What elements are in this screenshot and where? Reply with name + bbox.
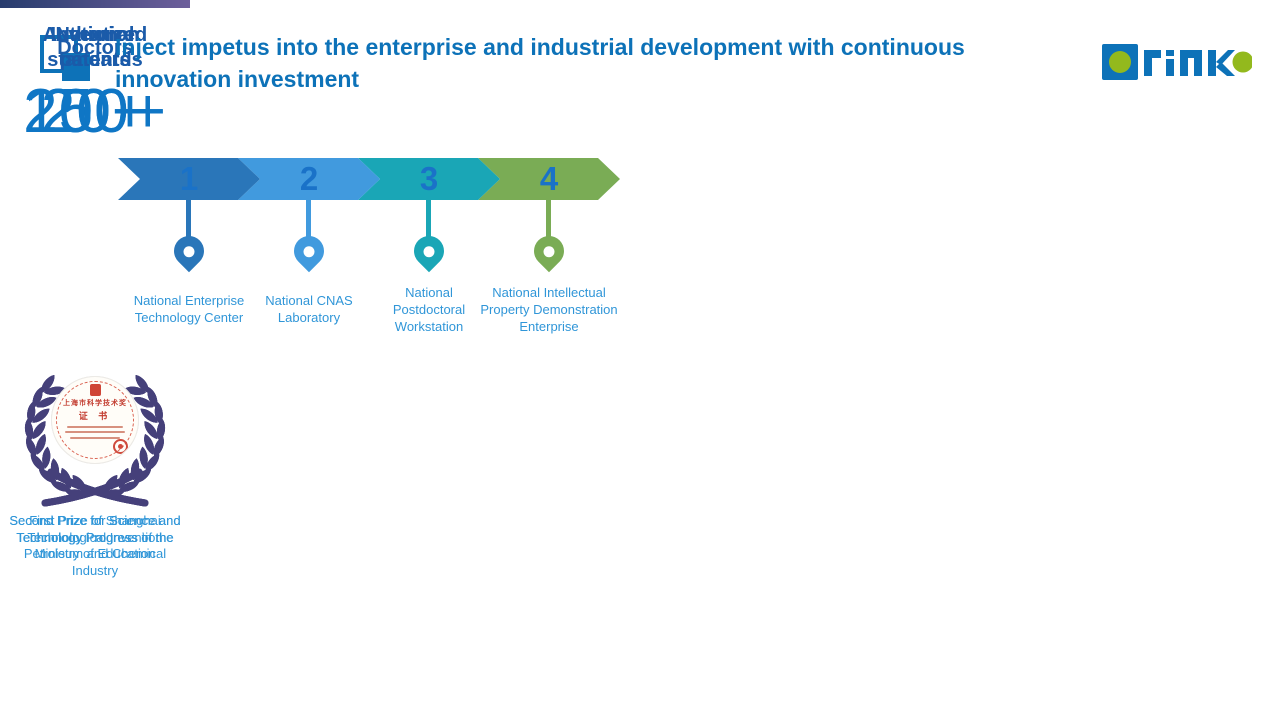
step-label: National Enterprise Technology Center — [133, 293, 245, 325]
award-caption: First Prize of Shanghai Technological In… — [27, 513, 163, 545]
stat-value: 20+ — [40, 77, 150, 146]
step-label: National Intellectual Property Demonstra… — [480, 284, 618, 334]
laurel-wreath-icon — [24, 374, 166, 507]
step-label: National Postdoctoral Workstation — [392, 284, 466, 334]
pin-stem — [186, 200, 191, 238]
timeline-step-4: 4 National Intellectual Property Demonst… — [478, 158, 620, 334]
award-caption: Second Prize for Science and Technology … — [9, 513, 181, 561]
award-petrochemical-progress: 上海市科学技术奖 证 书 Second Prize for Science an… — [0, 372, 190, 579]
step-number: 3 — [419, 160, 439, 197]
certificate-text-line — [65, 431, 125, 433]
step-number: 1 — [179, 160, 199, 197]
title-squares-icon — [40, 35, 92, 87]
gradient-bar — [0, 0, 190, 8]
award-caption: Second Prize for Science and Technology … — [9, 513, 181, 578]
pin-stem — [306, 200, 311, 238]
stat-label: Doctors — [57, 36, 133, 59]
stat-value: 150+ — [23, 77, 167, 146]
step-number: 2 — [299, 160, 319, 197]
stat-label: National standards — [47, 24, 143, 71]
red-seal-icon — [113, 439, 128, 454]
pin-stem — [426, 200, 431, 238]
stat-doctors: Doctors 20+ — [0, 0, 190, 145]
filled-square-icon — [62, 53, 90, 81]
national-emblem-icon — [89, 384, 101, 396]
orinko-logo-icon — [1102, 44, 1252, 80]
page-title-line2: innovation investment — [115, 66, 360, 92]
map-pin-icon — [287, 229, 331, 273]
map-pin-icon — [407, 229, 451, 273]
timeline-step-1: 1 National Enterprise Technology Center — [118, 158, 260, 325]
timeline-step-2: 2 National CNAS Laboratory — [238, 158, 380, 325]
certificate-image: 上海市科学技术奖 证 书 — [52, 377, 138, 463]
certificate-text-line — [67, 425, 123, 428]
stat-label: Invention patents — [50, 24, 140, 71]
company-logo — [1096, 42, 1252, 82]
stat-value: 20+ — [40, 77, 150, 146]
step-label: National CNAS Laboratory — [265, 293, 353, 325]
step-number: 4 — [539, 160, 559, 197]
pin-stem — [546, 200, 551, 238]
page-title-line1: Inject impetus into the enterprise and i… — [115, 34, 965, 60]
certificate-subtitle: 证 书 — [78, 411, 112, 421]
chevron-arrow — [478, 158, 620, 200]
stat-label: Authorized patents — [42, 24, 148, 71]
certificate-title: 上海市科学技术奖 — [63, 400, 127, 407]
chevron-arrow — [118, 158, 260, 200]
map-pin-icon — [167, 229, 211, 273]
timeline-step-3: 3 National Postdoctoral Workstation — [358, 158, 500, 334]
stat-value: 200+ — [23, 77, 167, 146]
map-pin-icon — [527, 229, 571, 273]
chevron-arrow — [238, 158, 380, 200]
certificate-text-line — [70, 436, 120, 439]
laurel-wreath: 上海市科学技术奖 证 书 — [5, 372, 185, 512]
chevron-arrow — [358, 158, 500, 200]
page-title: Inject impetus into the enterprise and i… — [115, 31, 965, 95]
